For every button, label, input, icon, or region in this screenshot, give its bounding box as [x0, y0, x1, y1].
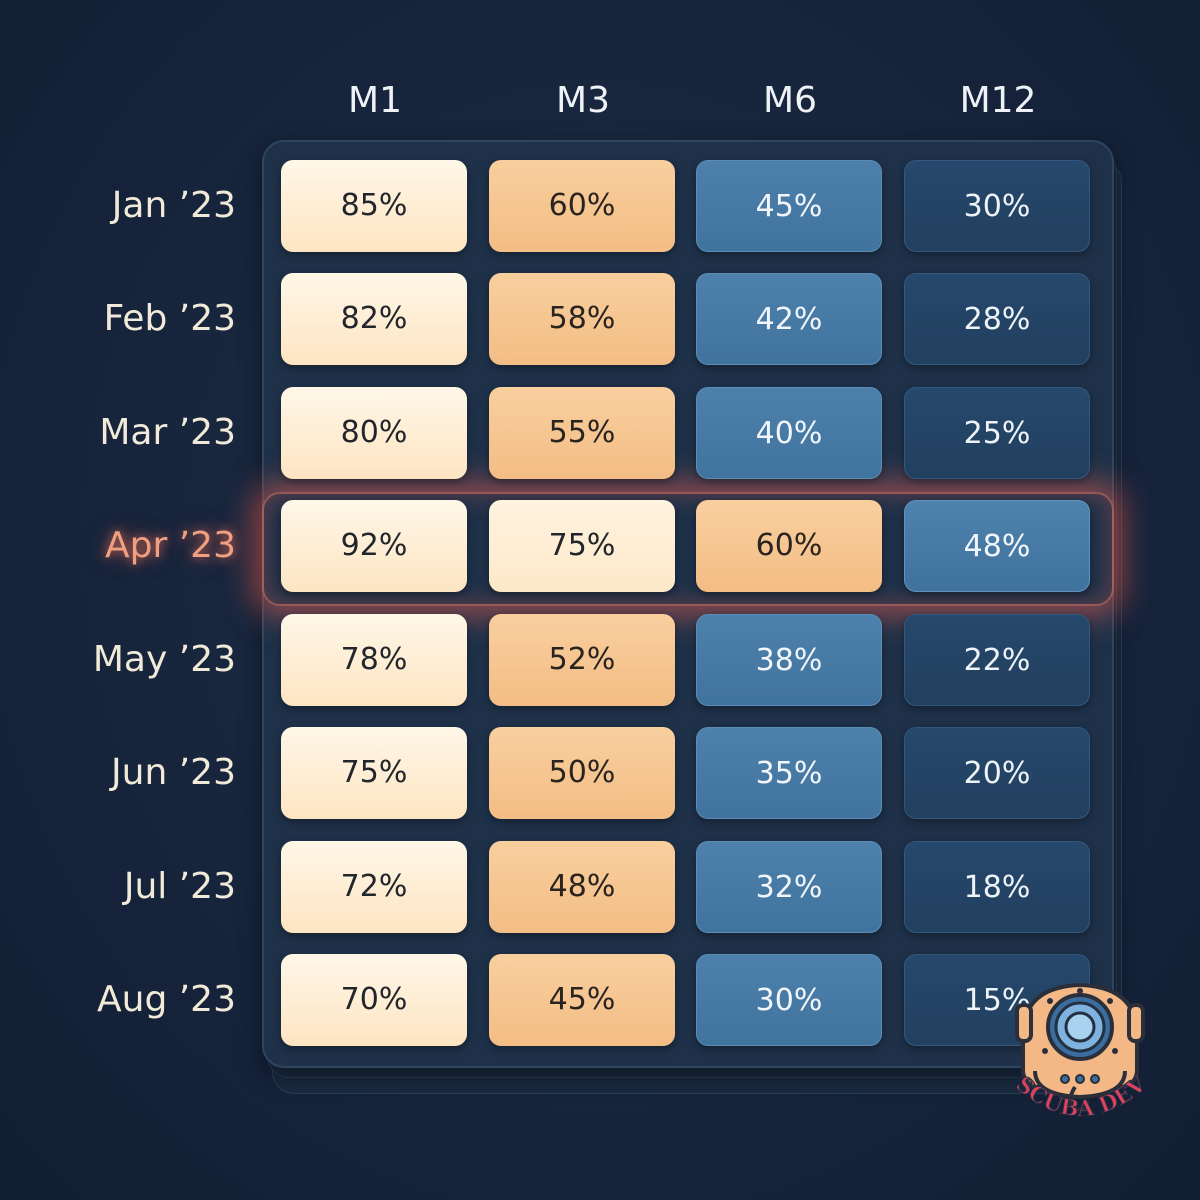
- cohort-cell: 78%: [281, 614, 467, 706]
- cohort-cell: 52%: [489, 614, 675, 706]
- cohort-cell: 58%: [489, 273, 675, 365]
- cohort-cell: 40%: [696, 387, 882, 479]
- row-label: Jun ’23: [111, 752, 236, 793]
- column-header-m3: M3: [556, 80, 610, 121]
- cohort-cell: 55%: [489, 387, 675, 479]
- highlighted-row-glow: [262, 492, 1114, 606]
- column-header-m1: M1: [348, 80, 402, 121]
- cohort-cell: 35%: [696, 727, 882, 819]
- row-label: Jul ’23: [123, 866, 236, 907]
- row-label: Apr ’23: [105, 525, 236, 566]
- cohort-cell: 32%: [696, 841, 882, 933]
- cohort-cell: 45%: [696, 160, 882, 252]
- cohort-cell: 48%: [904, 500, 1090, 592]
- cohort-cell: 82%: [281, 273, 467, 365]
- cohort-cell: 30%: [696, 954, 882, 1046]
- cohort-cell: 30%: [904, 160, 1090, 252]
- row-label: May ’23: [92, 639, 236, 680]
- column-header-m6: M6: [763, 80, 817, 121]
- cohort-cell: 28%: [904, 273, 1090, 365]
- cohort-cell: 70%: [281, 954, 467, 1046]
- cohort-cell: 48%: [489, 841, 675, 933]
- cohort-cell: 92%: [281, 500, 467, 592]
- cohort-cell: 60%: [696, 500, 882, 592]
- cohort-cell: 22%: [904, 614, 1090, 706]
- cohort-cell: 80%: [281, 387, 467, 479]
- cohort-cell: 20%: [904, 727, 1090, 819]
- row-label: Jan ’23: [111, 185, 236, 226]
- row-label: Aug ’23: [97, 979, 236, 1020]
- cohort-cell: 85%: [281, 160, 467, 252]
- cohort-cell: 45%: [489, 954, 675, 1046]
- cohort-cell: 72%: [281, 841, 467, 933]
- row-label: Feb ’23: [103, 298, 236, 339]
- row-label: Mar ’23: [99, 412, 236, 453]
- cohort-cell: 60%: [489, 160, 675, 252]
- cohort-cell: 75%: [281, 727, 467, 819]
- cohort-cell: 38%: [696, 614, 882, 706]
- cohort-cell: 18%: [904, 841, 1090, 933]
- cohort-cell: 75%: [489, 500, 675, 592]
- diving-helmet-icon: [1015, 982, 1145, 1112]
- cohort-cell: 42%: [696, 273, 882, 365]
- cohort-cell: 25%: [904, 387, 1090, 479]
- column-header-m12: M12: [959, 80, 1037, 121]
- cohort-cell: 50%: [489, 727, 675, 819]
- scuba-dev-logo: SCUBA DEV: [1010, 982, 1152, 1123]
